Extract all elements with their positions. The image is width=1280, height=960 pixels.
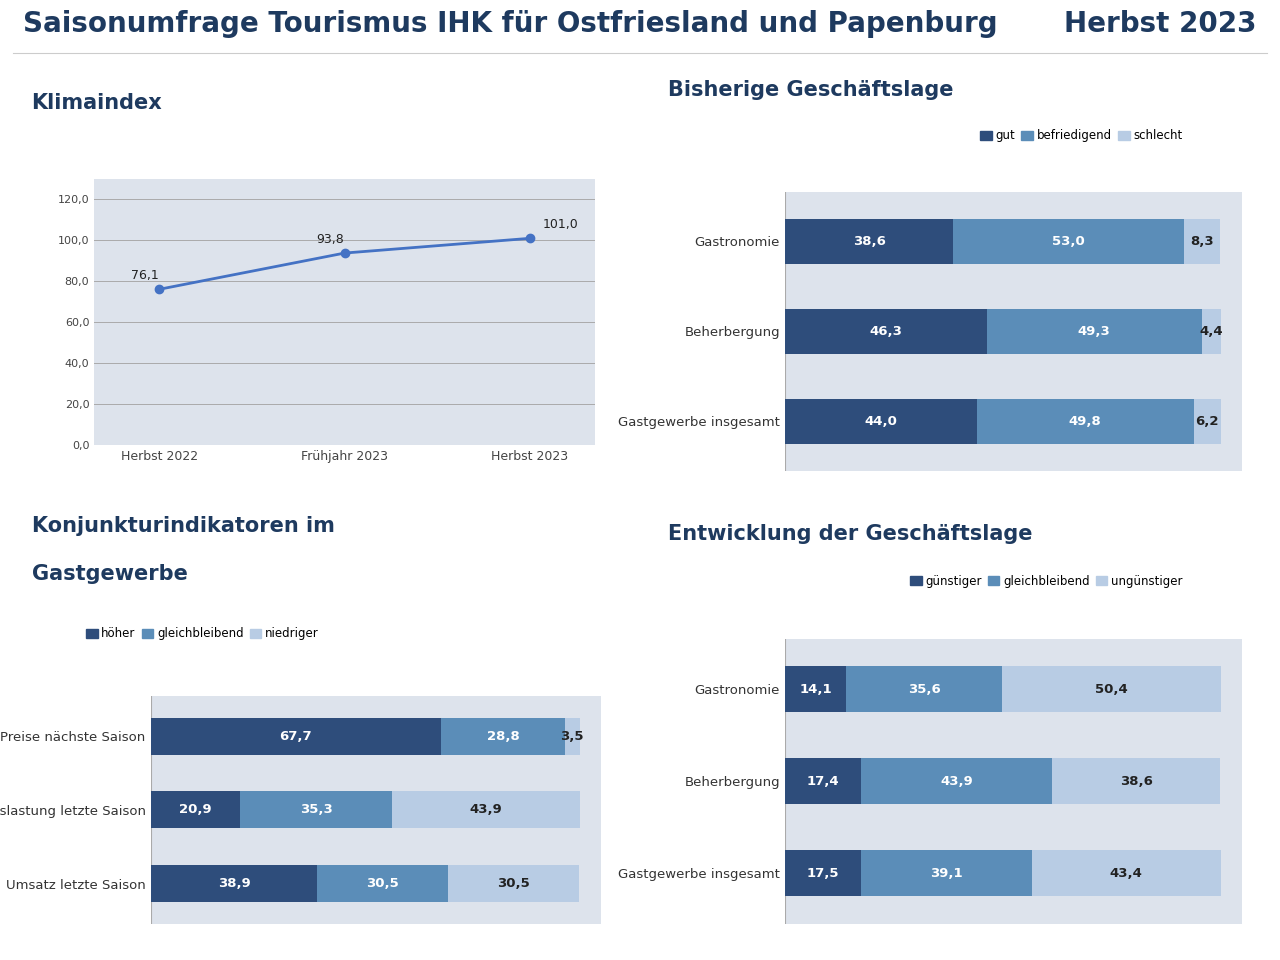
Text: 46,3: 46,3 (869, 324, 902, 338)
Text: 17,4: 17,4 (806, 775, 840, 788)
Bar (317, 865, 448, 902)
Text: 93,8: 93,8 (316, 233, 344, 246)
Bar (1184, 219, 1220, 264)
Text: 43,9: 43,9 (470, 804, 502, 816)
Bar (241, 791, 392, 828)
Text: 35,3: 35,3 (300, 804, 333, 816)
Bar (987, 309, 1202, 354)
Bar (954, 219, 1184, 264)
Bar (392, 791, 580, 828)
Legend: höher, gleichbleibend, niedriger: höher, gleichbleibend, niedriger (82, 622, 324, 645)
Text: 17,5: 17,5 (806, 867, 840, 880)
Bar (564, 718, 580, 755)
Text: 49,8: 49,8 (1069, 415, 1102, 428)
Bar (1001, 666, 1221, 712)
Bar (785, 666, 846, 712)
Bar (861, 851, 1032, 897)
Bar (860, 758, 1052, 804)
Text: 39,1: 39,1 (931, 867, 963, 880)
Text: 28,8: 28,8 (486, 730, 520, 743)
Text: 50,4: 50,4 (1094, 683, 1128, 696)
Text: 3,5: 3,5 (561, 730, 584, 743)
Text: 30,5: 30,5 (498, 877, 530, 890)
Text: 76,1: 76,1 (132, 269, 159, 282)
Bar (1052, 758, 1220, 804)
Text: Herbst 2023: Herbst 2023 (1065, 10, 1257, 38)
Text: 49,3: 49,3 (1078, 324, 1111, 338)
Text: Klimaindex: Klimaindex (32, 93, 163, 113)
Bar (151, 791, 241, 828)
Text: 14,1: 14,1 (800, 683, 832, 696)
Bar (151, 865, 317, 902)
Bar (846, 666, 1001, 712)
Text: €: € (1216, 94, 1235, 122)
Bar (977, 399, 1194, 444)
Text: 35,6: 35,6 (908, 683, 941, 696)
Bar (785, 219, 954, 264)
Bar (785, 851, 861, 897)
Text: ☰: ☰ (586, 540, 608, 564)
Bar (785, 399, 977, 444)
Text: 🔍: 🔍 (590, 96, 604, 120)
Bar (442, 718, 564, 755)
Bar (785, 758, 860, 804)
Text: 38,6: 38,6 (1120, 775, 1152, 788)
Text: 30,5: 30,5 (366, 877, 399, 890)
Legend: günstiger, gleichbleibend, ungünstiger: günstiger, gleichbleibend, ungünstiger (905, 570, 1187, 592)
Text: 53,0: 53,0 (1052, 235, 1085, 248)
Legend: gut, befriedigend, schlecht: gut, befriedigend, schlecht (975, 125, 1187, 147)
Bar (151, 718, 442, 755)
Bar (1202, 309, 1221, 354)
Text: 38,6: 38,6 (852, 235, 886, 248)
Text: Gastgewerbe: Gastgewerbe (32, 564, 187, 584)
Text: 44,0: 44,0 (864, 415, 897, 428)
Text: Saisonumfrage Tourismus IHK für Ostfriesland und Papenburg: Saisonumfrage Tourismus IHK für Ostfries… (23, 10, 997, 38)
Text: 4,4: 4,4 (1199, 324, 1222, 338)
Bar (448, 865, 580, 902)
Text: 📈: 📈 (1219, 542, 1233, 562)
Text: 8,3: 8,3 (1190, 235, 1213, 248)
Text: 101,0: 101,0 (543, 218, 579, 231)
Text: Konjunkturindikatoren im: Konjunkturindikatoren im (32, 516, 334, 536)
Text: 67,7: 67,7 (279, 730, 312, 743)
Text: 43,4: 43,4 (1110, 867, 1143, 880)
Text: 43,9: 43,9 (940, 775, 973, 788)
Text: Bisherige Geschäftslage: Bisherige Geschäftslage (667, 80, 954, 100)
Text: 20,9: 20,9 (179, 804, 211, 816)
Bar (1194, 399, 1221, 444)
Bar (785, 309, 987, 354)
Bar (1032, 851, 1221, 897)
Text: 38,9: 38,9 (218, 877, 251, 890)
Text: 6,2: 6,2 (1196, 415, 1219, 428)
Text: Entwicklung der Geschäftslage: Entwicklung der Geschäftslage (667, 524, 1032, 544)
